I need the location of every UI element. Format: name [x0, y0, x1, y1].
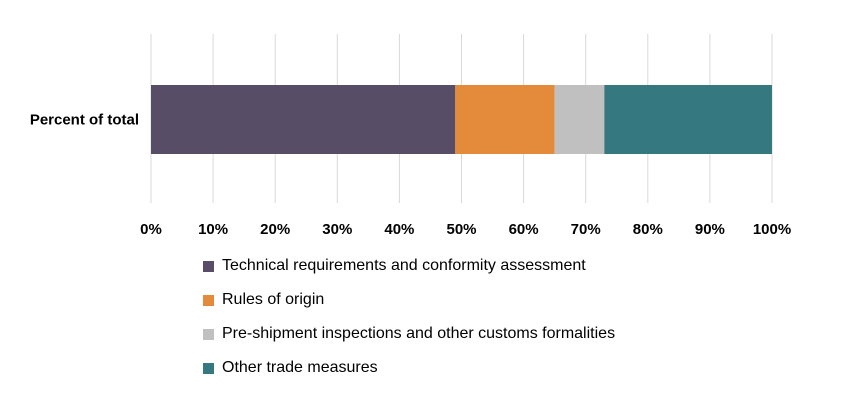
x-tick-label: 10%: [198, 221, 228, 238]
legend-swatch: [203, 294, 214, 306]
category-label: Percent of total: [30, 112, 139, 129]
bar-segment-1: [151, 85, 456, 154]
x-tick-label: 70%: [571, 221, 601, 238]
legend-item-pre-shipment-inspections: Pre-shipment inspections and other custo…: [203, 324, 615, 344]
bars: [151, 85, 772, 154]
y-axis-category-labels: Percent of total: [30, 112, 139, 129]
bar-segment-2: [455, 85, 555, 154]
x-tick-label: 40%: [384, 221, 414, 238]
x-axis-tick-labels: 0% 10% 20% 30% 40% 50% 60% 70% 80% 90% 100%: [140, 221, 791, 238]
legend-label: Pre-shipment inspections and other custo…: [222, 325, 616, 342]
bar-segment-4: [604, 85, 772, 154]
x-tick-label: 0%: [140, 221, 162, 238]
legend-swatch: [203, 362, 214, 374]
x-tick-label: 60%: [509, 221, 539, 238]
x-tick-label: 20%: [260, 221, 290, 238]
legend: Technical requirements and conformity as…: [203, 256, 615, 392]
legend-item-other-trade-measures: Other trade measures: [203, 358, 615, 378]
x-tick-label: 30%: [322, 221, 352, 238]
x-tick-label: 100%: [753, 221, 791, 238]
x-tick-label: 90%: [695, 221, 725, 238]
legend-label: Rules of origin: [222, 291, 325, 308]
x-tick-label: 80%: [633, 221, 663, 238]
bar-segment-3: [554, 85, 605, 154]
legend-item-technical-requirements: Technical requirements and conformity as…: [203, 256, 615, 276]
legend-label: Other trade measures: [222, 359, 378, 376]
legend-swatch: [203, 328, 214, 340]
x-tick-label: 50%: [446, 221, 476, 238]
legend-item-rules-of-origin: Rules of origin: [203, 290, 615, 310]
legend-swatch: [203, 260, 214, 272]
legend-label: Technical requirements and conformity as…: [222, 257, 586, 274]
